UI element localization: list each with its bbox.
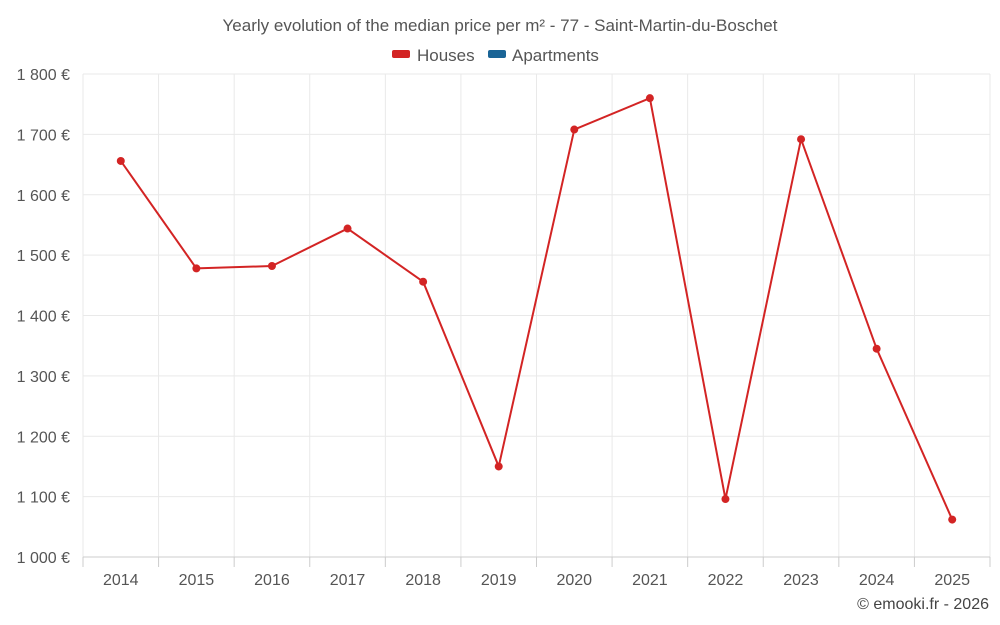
- y-tick-label: 1 500 €: [17, 248, 70, 265]
- x-tick-label: 2016: [254, 572, 290, 589]
- y-axis-labels: 1 000 € 1 100 € 1 200 € 1 300 € 1 400 € 1 500…: [17, 67, 70, 567]
- axes: [82, 556, 991, 567]
- x-tick-label: 2018: [405, 572, 441, 589]
- x-tick-label: 2015: [179, 572, 215, 589]
- data-point-houses[interactable]: [343, 224, 352, 233]
- y-tick-label: 1 600 €: [17, 188, 70, 205]
- y-tick-label: 1 200 €: [17, 429, 70, 446]
- data-point-houses[interactable]: [872, 344, 881, 353]
- legend-item-apartments[interactable]: Apartments: [488, 46, 599, 65]
- data-point-houses[interactable]: [419, 277, 428, 286]
- y-tick-label: 1 400 €: [17, 309, 70, 326]
- data-point-houses[interactable]: [192, 264, 201, 273]
- data-point-houses[interactable]: [267, 261, 276, 270]
- x-tick-label: 2017: [330, 572, 366, 589]
- y-tick-label: 1 800 €: [17, 67, 70, 84]
- x-tick-label: 2020: [556, 572, 592, 589]
- chart-title: Yearly evolution of the median price per…: [223, 16, 778, 35]
- y-tick-label: 1 000 €: [17, 550, 70, 567]
- grid: [82, 73, 991, 557]
- legend-label-apartments: Apartments: [512, 46, 599, 65]
- data-point-houses[interactable]: [116, 156, 125, 165]
- x-tick-label: 2025: [934, 572, 970, 589]
- legend-swatch-houses: [392, 50, 410, 58]
- legend-swatch-apartments: [488, 50, 506, 58]
- y-tick-label: 1 700 €: [17, 127, 70, 144]
- legend-item-houses[interactable]: Houses: [392, 46, 475, 65]
- x-tick-label: 2021: [632, 572, 668, 589]
- series-line-houses: [119, 97, 954, 520]
- legend-label-houses: Houses: [417, 46, 475, 65]
- y-tick-label: 1 100 €: [17, 490, 70, 507]
- legend: Houses Apartments: [392, 46, 599, 65]
- y-tick-label: 1 300 €: [17, 369, 70, 386]
- x-tick-label: 2014: [103, 572, 139, 589]
- data-point-houses[interactable]: [645, 94, 654, 103]
- data-point-houses[interactable]: [721, 495, 730, 504]
- plot-area: [116, 94, 957, 524]
- x-tick-label: 2023: [783, 572, 819, 589]
- x-tick-label: 2022: [708, 572, 744, 589]
- data-point-houses[interactable]: [570, 125, 579, 134]
- x-tick-label: 2024: [859, 572, 895, 589]
- x-tick-label: 2019: [481, 572, 517, 589]
- data-point-houses[interactable]: [797, 135, 806, 144]
- credit-text: © emooki.fr - 2026: [857, 596, 989, 613]
- data-point-houses[interactable]: [948, 515, 957, 524]
- x-axis-labels: 2014 2015 2016 2017 2018 2019 2020 2021 2022 2023…: [103, 572, 970, 589]
- data-point-houses[interactable]: [494, 462, 503, 471]
